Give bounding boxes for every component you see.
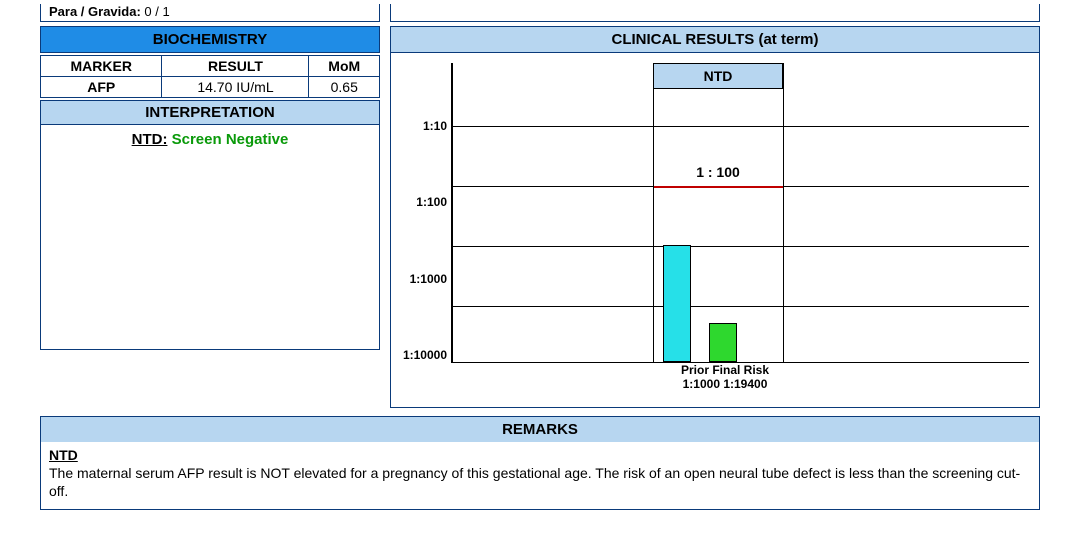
- remarks-header: REMARKS: [41, 417, 1039, 442]
- interpretation-header: INTERPRETATION: [41, 101, 379, 125]
- col-mom: MoM: [309, 56, 380, 77]
- para-label: Para / Gravida:: [49, 4, 141, 19]
- gridline: [453, 126, 1029, 127]
- xaxis-values: 1:1000 1:19400: [655, 377, 795, 391]
- col-marker: MARKER: [41, 56, 162, 77]
- panel-left-border: [653, 63, 654, 362]
- para-gravida-box: Para / Gravida: 0 / 1: [40, 4, 380, 22]
- interpretation-block: INTERPRETATION NTD: Screen Negative: [40, 100, 380, 350]
- cutoff-label: 1 : 100: [653, 164, 783, 180]
- gridline: [453, 246, 1029, 247]
- top-row: Para / Gravida: 0 / 1: [40, 4, 1040, 22]
- cell-marker: AFP: [41, 77, 162, 98]
- ytick: 1:10: [423, 118, 447, 134]
- ytick: 1:10000: [403, 347, 447, 363]
- interpretation-body: NTD: Screen Negative: [41, 125, 379, 154]
- cutoff-line: [653, 186, 783, 188]
- ntd-panel-header: NTD: [653, 63, 783, 89]
- bar-final-risk: [709, 323, 737, 362]
- top-right-box: [390, 4, 1040, 22]
- y-axis-labels: 1:10 1:100 1:1000 1:10000: [401, 63, 451, 363]
- bar-prior: [663, 245, 691, 362]
- col-result: RESULT: [162, 56, 309, 77]
- panel-right-border: [783, 63, 784, 362]
- xaxis-group-ntd: Prior Final Risk 1:1000 1:19400: [655, 363, 795, 391]
- biochemistry-header: BIOCHEMISTRY: [40, 26, 380, 53]
- clinical-block: CLINICAL RESULTS (at term) 1:10 1:100 1:…: [390, 26, 1040, 408]
- main-row: BIOCHEMISTRY MARKER RESULT MoM AFP 14.70…: [40, 26, 1040, 408]
- remarks-title: NTD: [49, 447, 78, 463]
- left-column: BIOCHEMISTRY MARKER RESULT MoM AFP 14.70…: [40, 26, 380, 350]
- interpretation-label: NTD:: [132, 131, 168, 148]
- ytick: 1:100: [416, 194, 447, 210]
- ytick: 1:1000: [410, 271, 447, 287]
- xaxis-names: Prior Final Risk: [655, 363, 795, 377]
- gridline: [453, 306, 1029, 307]
- table-row: AFP 14.70 IU/mL 0.65: [41, 77, 380, 98]
- table-header-row: MARKER RESULT MoM: [41, 56, 380, 77]
- remarks-block: REMARKS NTD The maternal serum AFP resul…: [40, 416, 1040, 510]
- chart-region: 1:10 1:100 1:1000 1:10000 NTD 1 : 100: [401, 63, 1029, 363]
- biochemistry-table: MARKER RESULT MoM AFP 14.70 IU/mL 0.65: [40, 55, 380, 98]
- para-value: 0 / 1: [144, 4, 169, 19]
- chart-plot-area: NTD 1 : 100: [451, 63, 1029, 363]
- interpretation-value: Screen Negative: [172, 131, 289, 148]
- cell-result: 14.70 IU/mL: [162, 77, 309, 98]
- x-axis-labels: Prior Final Risk 1:1000 1:19400: [455, 363, 1029, 403]
- right-column: CLINICAL RESULTS (at term) 1:10 1:100 1:…: [390, 26, 1040, 408]
- cell-mom: 0.65: [309, 77, 380, 98]
- chart-wrap: 1:10 1:100 1:1000 1:10000 NTD 1 : 100 Pri…: [391, 53, 1039, 407]
- remarks-text: The maternal serum AFP result is NOT ele…: [49, 465, 1020, 499]
- clinical-header: CLINICAL RESULTS (at term): [391, 27, 1039, 53]
- remarks-body: NTD The maternal serum AFP result is NOT…: [41, 442, 1039, 509]
